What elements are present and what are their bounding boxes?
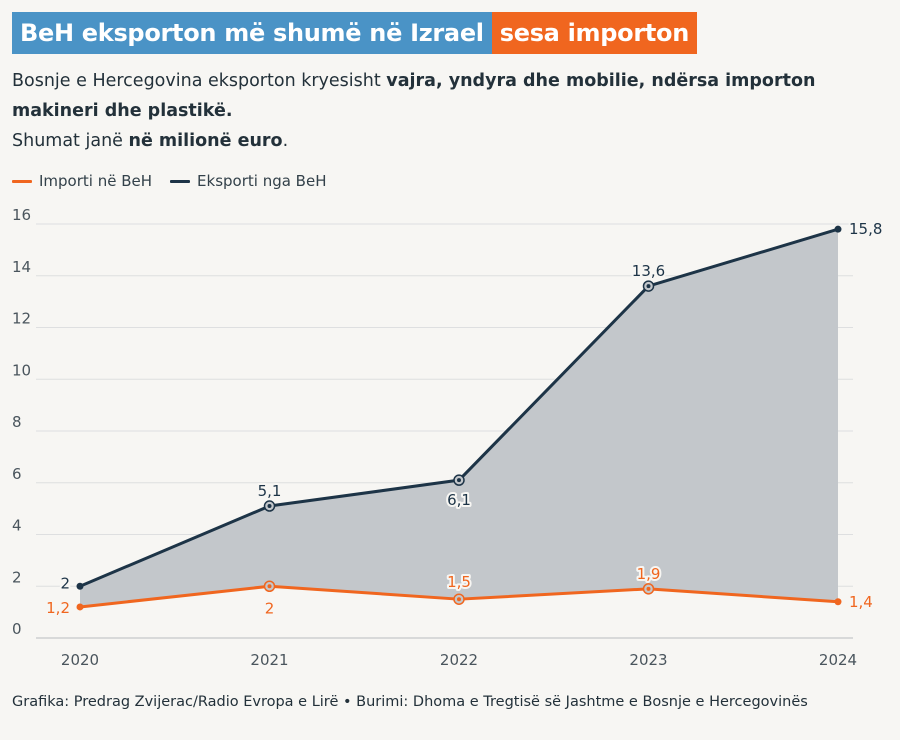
subtitle-line1: Bosnje e Hercegovina eksporton kryesisht… [12,66,872,126]
data-label-halo-import: 1,9 [637,565,661,583]
data-point-import [834,598,842,606]
data-label-export: 6,1 [447,491,471,509]
subtitle-line2-text: Shumat janë [12,131,129,151]
source-credit: Grafika: Predrag Zvijerac/Radio Evropa e… [12,694,808,710]
data-label-import: 1,4 [849,593,873,611]
y-tick-label: 16 [12,206,31,224]
data-label-import: 1,2 [46,599,70,617]
chart-title-part2: sesa importon [491,12,698,54]
data-point-center-export [457,478,461,483]
legend-swatch-import [12,179,32,183]
legend-label-import: Importi në BeH [39,172,153,190]
x-tick-label: 2022 [440,651,478,669]
area-fill [80,229,838,607]
data-label-export: 2 [60,574,70,592]
data-label-halo-export: 6,1 [447,491,471,509]
data-label-export: 15,8 [849,220,882,238]
data-point-center-import [457,597,461,602]
subtitle-line2: Shumat janë në milionë euro. [12,126,872,156]
legend-label-export: Eksporti nga BeH [197,172,327,190]
data-label-import: 2 [265,599,275,617]
chart-title-part1: BeH eksporton më shumë në Izrael [12,12,492,54]
legend-item-export: Eksporti nga BeH [170,172,326,190]
data-point-center-export [267,504,272,509]
y-tick-label: 14 [12,258,31,276]
x-tick-label: 2024 [819,651,857,669]
data-point-export [834,225,842,233]
subtitle-line2-bold: në milionë euro [128,131,283,151]
y-tick-label: 8 [12,413,22,431]
data-label-halo-import: 1,4 [849,593,873,611]
chart-legend: Importi në BeH Eksporti nga BeH [12,172,344,190]
x-tick-label: 2020 [61,651,99,669]
x-tick-label: 2021 [250,651,288,669]
data-label-halo-export: 5,1 [258,482,282,500]
data-point-center-export [646,284,651,289]
data-label-export: 5,1 [258,482,282,500]
legend-item-import: Importi në BeH [12,172,152,190]
data-label-halo-export: 15,8 [849,220,882,238]
title-row: BeH eksporton më shumë në Izrael sesa im… [12,12,698,54]
data-label-export: 13,6 [632,262,665,280]
data-point-center-import [646,586,651,591]
y-tick-label: 12 [12,310,31,328]
legend-swatch-export [170,179,191,183]
data-point-export [76,582,84,590]
y-tick-label: 6 [12,465,22,483]
data-label-halo-export: 13,6 [632,262,665,280]
subtitle-line2-end: . [282,131,289,151]
data-label-halo-export: 2 [60,574,70,592]
chart-subtitle: Bosnje e Hercegovina eksporton kryesisht… [12,66,872,156]
data-label-import: 1,5 [447,573,471,591]
data-label-halo-import: 2 [265,599,275,617]
y-tick-label: 2 [12,568,22,586]
x-tick-label: 2023 [629,651,667,669]
data-point-center-import [267,584,272,589]
data-label-halo-import: 1,2 [46,599,70,617]
subtitle-line1-text: Bosnje e Hercegovina eksporton kryesisht [12,71,387,91]
data-label-import: 1,9 [637,565,661,583]
y-tick-label: 4 [12,517,22,535]
data-label-halo-import: 1,5 [447,573,471,591]
y-tick-label: 0 [12,620,22,638]
subtitle-line1-bold: vajra, yndyra dhe mobilie, ndërsa import… [12,71,816,121]
y-tick-label: 10 [12,361,31,379]
data-point-import [76,603,84,611]
